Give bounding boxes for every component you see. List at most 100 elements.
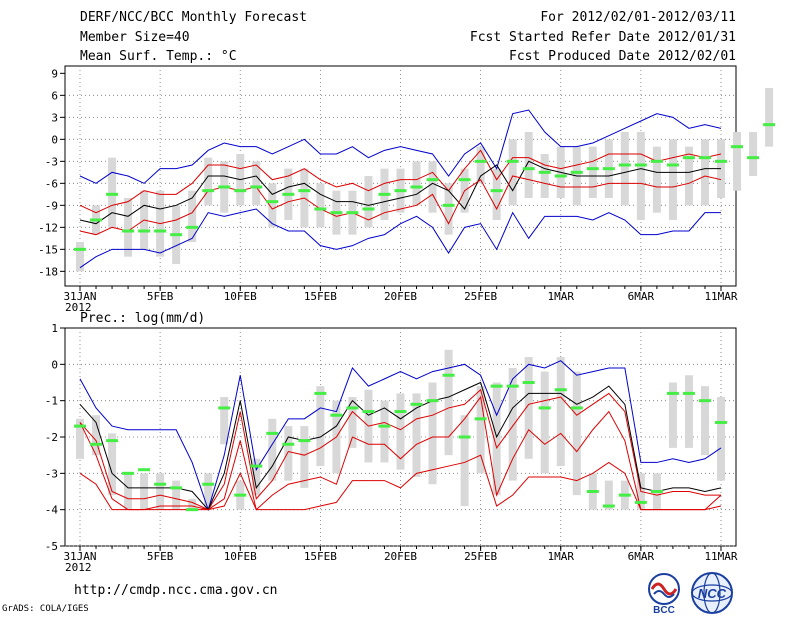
x-tick-label: 1MAR (548, 550, 575, 563)
ensemble-box (444, 349, 453, 456)
y-tick-label: -18 (38, 265, 58, 278)
ensemble-box (188, 190, 197, 242)
ensemble-box (492, 168, 501, 220)
ensemble-box (620, 132, 629, 206)
x-tick-label: 11MAR (704, 290, 737, 303)
ensemble-box (717, 397, 725, 481)
ensemble-box (412, 161, 421, 206)
series-line-upper-spread (79, 149, 722, 214)
ensemble-box (124, 473, 133, 510)
ensemble-box (765, 88, 774, 147)
ensemble-box (300, 426, 309, 488)
ensemble-box (700, 139, 709, 206)
ensemble-box (268, 183, 277, 228)
ensemble-box (92, 415, 101, 456)
ensemble-box (284, 426, 293, 481)
series-line-ensemble-mean (79, 381, 722, 511)
ensemble-box (428, 382, 437, 485)
x-tick-label: 20FEB (384, 290, 417, 303)
ensemble-box (508, 367, 517, 481)
bcc-logo: BCC (648, 573, 680, 616)
ensemble-box (492, 382, 501, 496)
ensemble-box (252, 161, 261, 206)
series-line-ensemble-max (79, 360, 722, 512)
y-tick-label: -15 (38, 243, 58, 256)
series-line-ensemble-max (79, 109, 722, 184)
ensemble-box (268, 418, 277, 481)
temperature-panel: 9 6 3 0 -3 -6 -9 -12 -15 -18 31JAN 5FEB 10FEB 15FEB 20… (38, 65, 776, 314)
ensemble-box (556, 357, 565, 467)
x-tick-label: 31JAN (63, 290, 96, 303)
panel-title: Prec.: log(mm/d) (80, 311, 205, 326)
variable-label: Mean Surf. Temp.: °C (80, 49, 237, 64)
y-tick-label: 0 (51, 133, 58, 146)
bcc-logo-text: BCC (653, 605, 675, 616)
x-tick-label: 10FEB (224, 550, 257, 563)
y-tick-label: -2 (45, 431, 58, 444)
ensemble-box (348, 397, 357, 448)
ensemble-box (140, 473, 149, 510)
ensemble-box (652, 146, 661, 213)
ensemble-box (412, 393, 421, 477)
ensemble-box (76, 242, 84, 272)
source-url[interactable]: http://cmdp.ncc.cma.gov.cn (74, 583, 278, 598)
forecast-period: For 2012/02/01-2012/03/11 (540, 10, 736, 25)
ensemble-box (172, 480, 181, 510)
fcst-produced-date: Fcst Produced Date 2012/02/01 (509, 49, 736, 64)
ensemble-box (316, 183, 325, 228)
x-tick-label: 25FEB (464, 290, 497, 303)
x-year-label: 2012 (65, 301, 92, 314)
y-tick-label: 6 (51, 89, 58, 102)
ensemble-box (396, 393, 405, 470)
y-tick-label: -3 (45, 155, 58, 168)
ensemble-box (476, 146, 485, 184)
grads-credit: GrADS: COLA/IGES (2, 604, 89, 614)
y-tick-label: 9 (51, 67, 58, 80)
ensemble-box (428, 161, 437, 213)
ensemble-box (156, 473, 165, 510)
x-tick-label: 15FEB (304, 290, 337, 303)
x-tick-label: 6MAR (628, 550, 655, 563)
ensemble-box (524, 132, 533, 198)
ensemble-box (188, 498, 197, 510)
x-tick-label: 5FEB (147, 290, 174, 303)
ensemble-box (540, 371, 549, 474)
fcst-started-date: Fcst Started Refer Date 2012/01/31 (469, 30, 736, 45)
ensemble-box (588, 146, 597, 198)
x-tick-label: 20FEB (384, 550, 417, 563)
y-tick-label: -1 (45, 395, 58, 408)
x-tick-label: 15FEB (304, 550, 337, 563)
x-tick-label: 31JAN (63, 550, 96, 563)
ensemble-box (460, 415, 469, 507)
ensemble-box (684, 146, 693, 206)
x-tick-label: 1MAR (548, 290, 575, 303)
ensemble-box (668, 139, 677, 220)
ensemble-box (204, 157, 213, 206)
y-tick-label: -12 (38, 221, 58, 234)
ncc-logo: NCC (691, 572, 733, 614)
ensemble-box (380, 400, 389, 463)
y-tick-label: -4 (45, 504, 59, 517)
y-tick-label: -5 (45, 540, 58, 553)
series-line-lower-spread (79, 395, 722, 511)
ensemble-box (204, 473, 213, 510)
y-tick-label: -9 (45, 199, 58, 212)
series-line-upper-spread (79, 388, 721, 511)
series-line-ensemble-min (79, 208, 721, 269)
ensemble-box (76, 418, 84, 459)
ensemble-box (220, 397, 229, 445)
ensemble-box (700, 386, 709, 456)
x-tick-label: 5FEB (147, 550, 174, 563)
precipitation-panel: 1 0 -1 -2 -3 -4 -5 31JAN 5FEB 10FEB 15FEB 20FEB 25FE… (45, 311, 738, 574)
ensemble-box (316, 386, 325, 467)
ensemble-box (749, 132, 758, 176)
ensemble-box (108, 157, 117, 228)
chart-title: DERF/NCC/BCC Monthly Forecast (80, 10, 307, 25)
ensemble-box (733, 132, 742, 191)
x-tick-label: 11MAR (704, 550, 737, 563)
y-tick-label: 3 (51, 111, 58, 124)
y-tick-label: 1 (51, 322, 58, 335)
ensemble-box (508, 139, 517, 206)
y-tick-label: -6 (45, 177, 58, 190)
